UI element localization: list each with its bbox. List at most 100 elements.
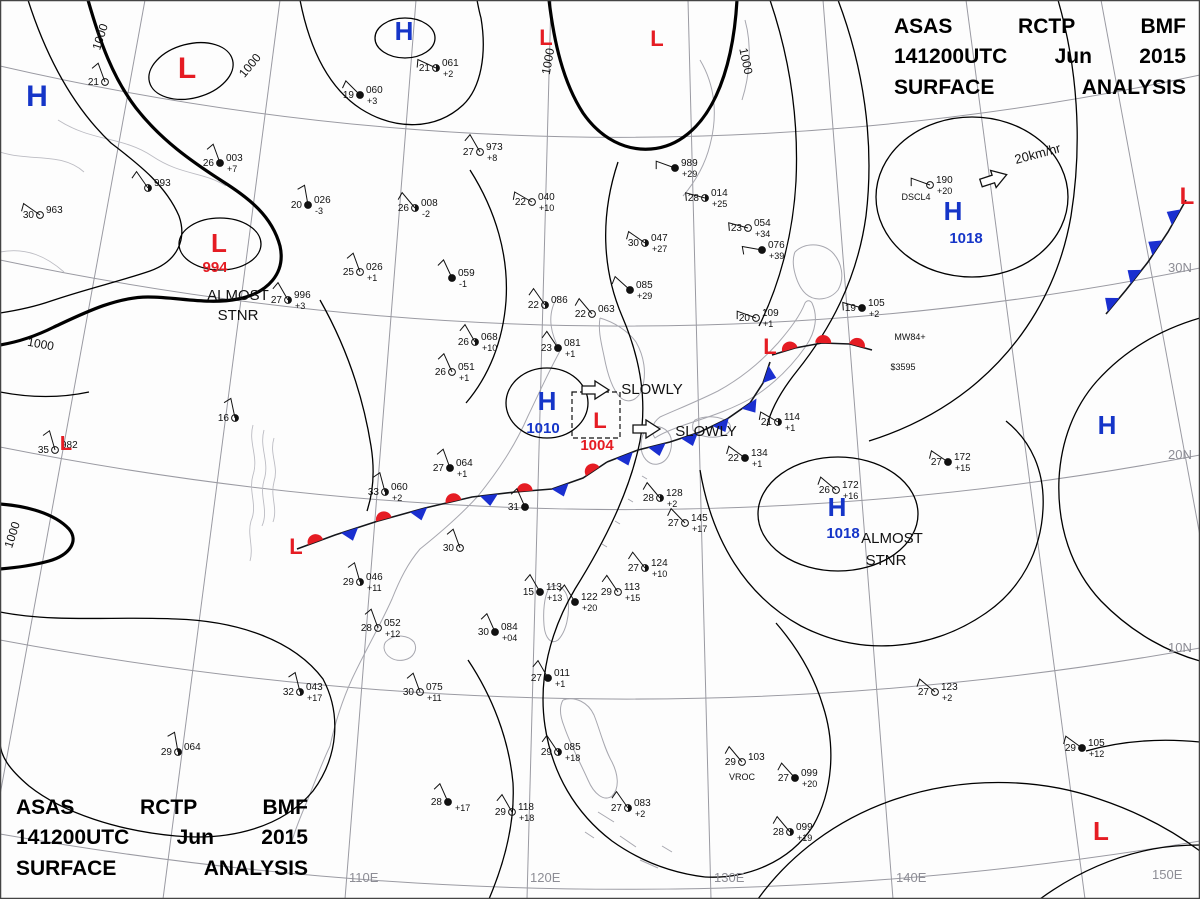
- svg-text:30: 30: [23, 210, 35, 221]
- longitude-line: [526, 0, 552, 899]
- isobar: [0, 611, 336, 838]
- svg-text:003: 003: [226, 153, 243, 164]
- map-annotation: 20km/hr: [1013, 140, 1063, 167]
- latitude-line: [0, 833, 1200, 890]
- station-plot: 21 061+2: [416, 58, 459, 79]
- svg-text:+25: +25: [712, 199, 727, 209]
- map-annotation: SLOWLY: [675, 423, 736, 440]
- coastline-korea: [598, 317, 645, 402]
- station-plot: 29 046+11: [343, 561, 383, 593]
- svg-text:068: 068: [481, 332, 498, 343]
- station-plot: 21: [88, 62, 109, 88]
- isobar-closed-high: [757, 456, 919, 572]
- terrain-line: [261, 429, 267, 527]
- svg-text:20: 20: [291, 200, 303, 211]
- isobar: [699, 420, 1044, 647]
- map-annotation: VROC: [729, 772, 756, 782]
- svg-text:099: 099: [801, 768, 818, 779]
- svg-text:L: L: [178, 52, 196, 85]
- coastline-taiwan: [543, 585, 569, 643]
- stationary-front: [296, 461, 608, 550]
- longitude-label: 150E: [1152, 867, 1183, 882]
- station-plot: 20 109+1: [736, 308, 779, 329]
- svg-text:+13: +13: [547, 593, 562, 603]
- svg-text:+12: +12: [385, 629, 400, 639]
- low-center: L: [289, 534, 302, 559]
- chart-title-line3: SURFACE ANALYSIS: [16, 856, 308, 880]
- warm-front: [771, 335, 873, 356]
- isobar: [758, 0, 798, 327]
- svg-text:22: 22: [575, 309, 587, 320]
- station-plot: 29 064: [161, 731, 201, 758]
- warm-front-symbol: [781, 341, 798, 352]
- station-plot: 22 063: [574, 297, 615, 320]
- svg-text:973: 973: [486, 142, 503, 153]
- isobar: [299, 0, 484, 126]
- cold-front: [606, 361, 777, 466]
- svg-text:31: 31: [508, 502, 520, 513]
- map-annotation: 1000: [236, 50, 264, 80]
- svg-text:+17: +17: [692, 524, 707, 534]
- svg-text:L: L: [289, 534, 302, 559]
- latitude-label: 20N: [1168, 447, 1192, 462]
- svg-text:+39: +39: [769, 251, 784, 261]
- svg-text:+16: +16: [843, 491, 858, 501]
- isobar-closed-low: [148, 41, 234, 101]
- svg-text:105: 105: [1088, 738, 1105, 749]
- station-plot: 33 060+2: [368, 471, 408, 503]
- terrain-line: [272, 437, 276, 523]
- svg-text:27: 27: [433, 463, 445, 474]
- svg-text:081: 081: [564, 338, 581, 349]
- svg-text:-1: -1: [459, 279, 467, 289]
- svg-text:L: L: [60, 433, 72, 455]
- svg-text:043: 043: [306, 682, 323, 693]
- station-plot: 28 052+12: [361, 608, 401, 639]
- svg-text:28: 28: [773, 827, 785, 838]
- low-center: L: [178, 52, 196, 85]
- svg-text:123: 123: [941, 682, 958, 693]
- isobar-closed-low: [178, 217, 262, 271]
- svg-text:H: H: [944, 196, 963, 226]
- station-plot: 25 026+1: [343, 252, 383, 283]
- svg-text:014: 014: [711, 188, 728, 199]
- svg-text:+29: +29: [637, 291, 652, 301]
- isobar-1000-thick: [0, 502, 75, 571]
- station-plot: 29 118+18: [495, 793, 534, 823]
- svg-text:20: 20: [739, 313, 751, 324]
- warm-front-symbol: [307, 534, 324, 545]
- coastline-kyushu: [640, 425, 672, 465]
- svg-text:+2: +2: [635, 809, 645, 819]
- svg-text:+10: +10: [539, 203, 554, 213]
- svg-text:085: 085: [636, 280, 653, 291]
- svg-text:28: 28: [643, 493, 655, 504]
- longitude-label: 120E: [530, 870, 561, 885]
- svg-text:026: 026: [314, 195, 331, 206]
- svg-text:989: 989: [681, 158, 698, 169]
- svg-text:052: 052: [384, 618, 401, 629]
- low-center: L: [1093, 816, 1109, 846]
- svg-text:29: 29: [343, 577, 355, 588]
- longitude-label: 140E: [896, 870, 927, 885]
- fronts: [296, 199, 1187, 550]
- station-plot: 993: [131, 170, 171, 192]
- isobar-1000-thick: [547, 0, 739, 151]
- svg-text:1010: 1010: [526, 420, 559, 437]
- coastline-philippine-islands: [584, 811, 673, 869]
- svg-text:27: 27: [271, 295, 283, 306]
- svg-text:172: 172: [842, 480, 859, 491]
- coastline-shikoku: [692, 416, 731, 438]
- station-plot: 29 105+12: [1063, 735, 1105, 759]
- longitude-line: [1100, 0, 1200, 537]
- cold-front-symbol: [1127, 269, 1142, 285]
- svg-text:27: 27: [463, 147, 475, 158]
- station-plot: 15 113+13: [523, 573, 562, 603]
- svg-text:21: 21: [88, 77, 100, 88]
- station-plot: 122+20: [559, 584, 598, 613]
- svg-text:085: 085: [564, 742, 581, 753]
- svg-text:28: 28: [361, 623, 373, 634]
- high-center: H 1010: [526, 386, 559, 437]
- svg-text:076: 076: [768, 240, 785, 251]
- svg-text:+2: +2: [942, 693, 952, 703]
